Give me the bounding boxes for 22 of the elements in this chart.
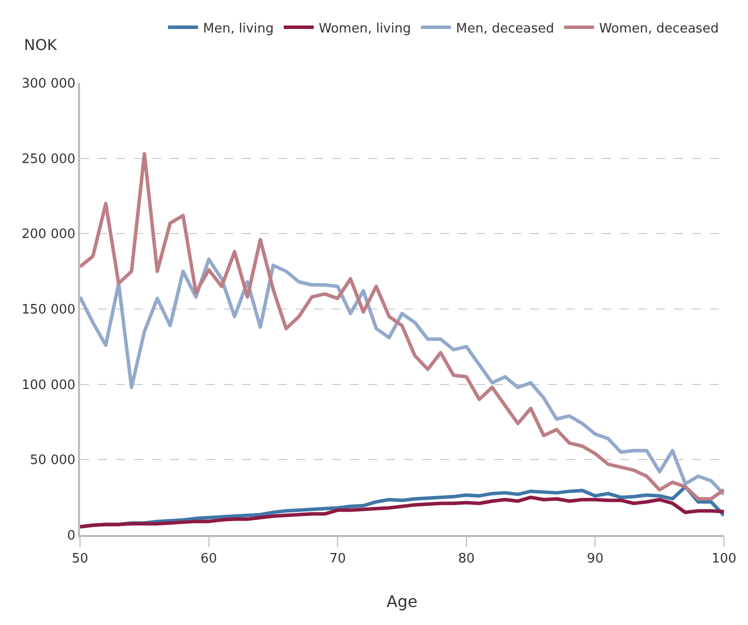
line-series	[80, 152, 724, 501]
line-series	[80, 258, 724, 496]
y-tick-label: 200 000	[22, 227, 76, 242]
x-tick-label: 70	[329, 552, 346, 567]
y-tick-label: 0	[67, 528, 76, 544]
y-tick-label: 100 000	[22, 378, 76, 393]
x-axis-title: Age	[386, 592, 418, 611]
x-tick-label: 90	[586, 552, 604, 567]
x-tick-label: 80	[458, 552, 475, 567]
y-tick-label: 50 000	[30, 453, 76, 468]
x-tick-label: 100	[712, 552, 736, 567]
y-tick-label: 300 000	[22, 76, 76, 92]
legend-label: Men, living	[203, 21, 274, 36]
y-tick-label: 250 000	[22, 152, 76, 167]
legend-label: Women, deceased	[599, 21, 719, 36]
y-tick-label: 150 000	[22, 302, 76, 318]
x-tick-label: 60	[200, 552, 218, 567]
y-axis-title: NOK	[24, 36, 58, 54]
line-series	[80, 496, 724, 528]
x-tick-label: 50	[72, 552, 88, 567]
legend-label: Men, deceased	[456, 21, 554, 36]
legend-label: Women, living	[318, 21, 411, 36]
